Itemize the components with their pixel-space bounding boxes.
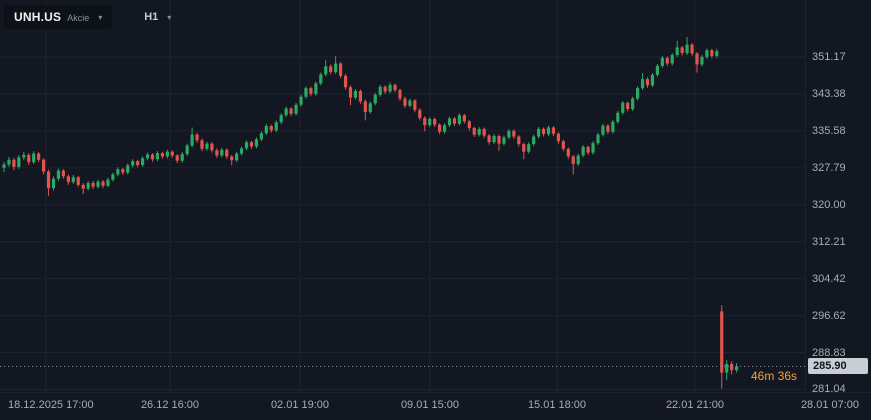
candlesticks	[2, 36, 739, 389]
time-axis-label: 26.12 16:00	[140, 399, 200, 411]
chart-canvas[interactable]	[0, 0, 805, 392]
time-axis[interactable]: 18.12.2025 17:00 26.12 16:00 02.01 19:00 09…	[0, 392, 871, 420]
price-axis-label: 351.17	[812, 51, 846, 63]
current-price-badge: 285.90	[808, 358, 868, 374]
candlestick-chart[interactable]: UNH.US Akcie ▾ H1 ▾ 46m 36s	[0, 0, 805, 392]
time-axis-label: 09.01 15:00	[400, 399, 460, 411]
price-axis[interactable]: 285.90 351.17 343.38 335.58 327.79 320.00 312…	[805, 0, 871, 395]
chevron-down-icon: ▾	[98, 12, 103, 22]
chart-header: UNH.US Akcie ▾ H1 ▾	[4, 5, 177, 29]
candle-countdown: 46m 36s	[750, 369, 797, 383]
time-axis-label: 18.12.2025 17:00	[8, 399, 94, 411]
price-axis-label: 335.58	[812, 125, 846, 137]
time-axis-label: 15.01 18:00	[527, 399, 587, 411]
symbol-selector[interactable]: UNH.US Akcie ▾	[4, 5, 113, 29]
price-axis-label: 312.21	[812, 236, 846, 248]
time-axis-label: 02.01 19:00	[270, 399, 330, 411]
instrument-type-label: Akcie	[67, 12, 90, 23]
price-axis-label: 320.00	[812, 199, 846, 211]
price-axis-label: 304.42	[812, 273, 846, 285]
timeframe-selector[interactable]: H1 ▾	[138, 6, 177, 28]
timeframe-label: H1	[144, 11, 159, 23]
time-axis-label: 28.01 07:00	[800, 399, 860, 411]
price-axis-label: 288.83	[812, 347, 846, 359]
price-axis-label: 343.38	[812, 88, 846, 100]
price-axis-label: 327.79	[812, 162, 846, 174]
chevron-down-icon: ▾	[167, 12, 172, 22]
time-axis-label: 22.01 21:00	[665, 399, 725, 411]
gridlines	[0, 0, 805, 392]
price-axis-label: 296.62	[812, 310, 846, 322]
symbol-label: UNH.US	[14, 10, 62, 24]
